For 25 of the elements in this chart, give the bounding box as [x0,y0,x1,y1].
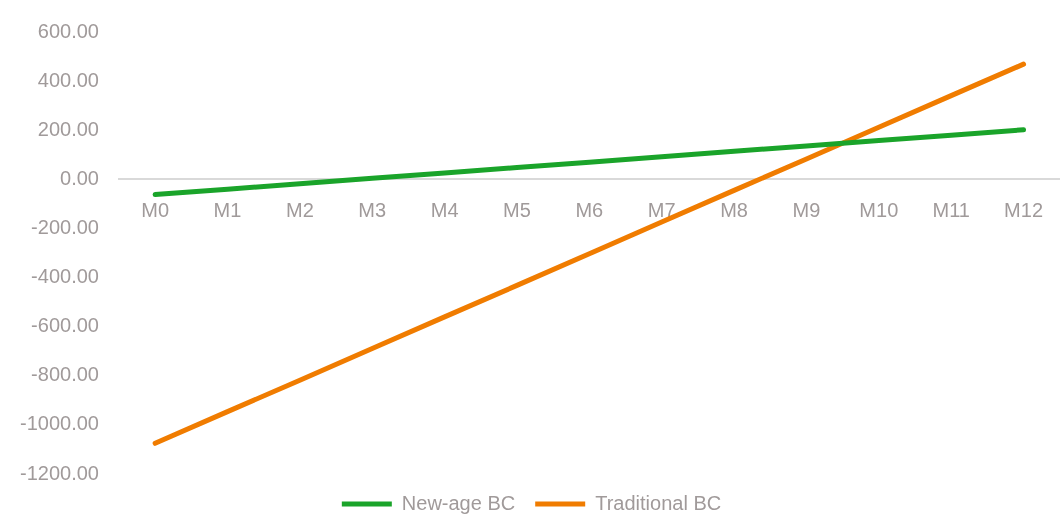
x-tick-label: M1 [213,198,242,221]
x-tick-label: M10 [859,198,899,221]
x-tick-label: M8 [720,198,748,221]
y-tick-label: -1200.00 [19,461,99,484]
x-tick-label: M6 [575,198,604,221]
x-tick-label: M5 [503,198,531,221]
y-tick-label: 600.00 [37,19,99,42]
y-tick-label: -200.00 [31,215,99,238]
y-tick-label: -600.00 [31,314,99,337]
x-tick-label: M12 [1004,198,1043,221]
x-tick-label: M11 [932,198,970,221]
y-tick-label: 0.00 [60,166,99,189]
x-tick-label: M4 [430,198,459,221]
y-tick-label: -800.00 [31,363,99,386]
legend-label: New-age BC [401,491,516,514]
y-tick-label: 200.00 [37,117,99,140]
x-tick-label: M2 [285,198,314,221]
y-tick-label: -1000.00 [19,412,99,435]
x-tick-label: M0 [141,198,170,221]
y-tick-label: 400.00 [37,68,99,91]
y-tick-label: -400.00 [31,265,99,288]
x-tick-label: M9 [792,198,821,221]
x-tick-label: M7 [647,198,676,221]
x-tick-label: M3 [358,198,387,221]
legend-label: Traditional BC [595,491,722,514]
